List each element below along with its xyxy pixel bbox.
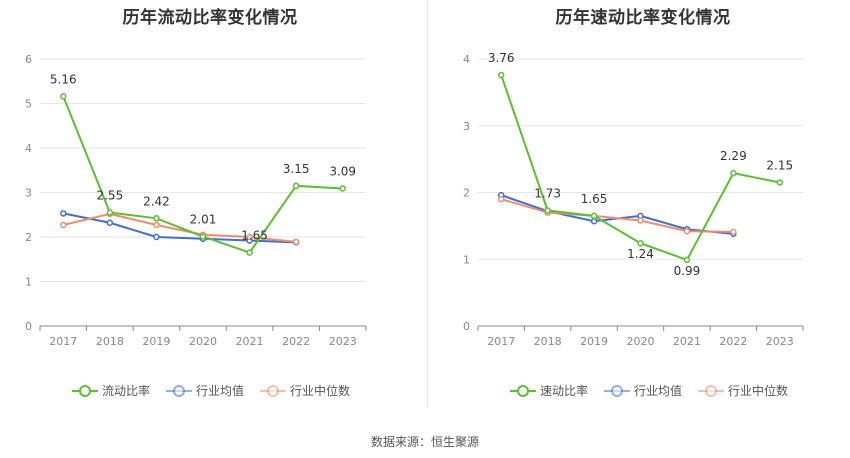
data-point xyxy=(339,185,346,192)
legend-quick-ratio: 速动比率 行业均值 行业中位数 xyxy=(510,382,804,399)
legend-marker-icon xyxy=(510,384,536,397)
data-point xyxy=(60,210,67,217)
x-tick-label: 2021 xyxy=(673,335,701,348)
data-point xyxy=(153,233,160,241)
data-label: 2.42 xyxy=(143,194,170,208)
y-tick-label: 5 xyxy=(25,98,32,111)
data-point xyxy=(153,215,160,222)
y-tick-label: 1 xyxy=(463,253,470,266)
data-point xyxy=(292,182,300,190)
data-point xyxy=(730,169,737,177)
chart-title-quick-ratio: 历年速动比率变化情况 xyxy=(555,8,731,28)
series-line xyxy=(500,74,780,262)
data-point xyxy=(637,239,644,247)
x-tick-label: 2023 xyxy=(329,335,357,348)
y-tick-label: 2 xyxy=(25,231,32,244)
series-line xyxy=(63,212,297,243)
x-tick-label: 2020 xyxy=(627,335,655,348)
x-tick-label: 2018 xyxy=(534,335,562,348)
current-ratio-chart: 0 1 2 3 4 5 6 2017 2018 2019 2020 2021 2022 2023 5.16 2… xyxy=(25,53,367,348)
y-tick-label: 0 xyxy=(25,320,32,333)
data-point xyxy=(544,207,551,214)
x-tick-label: 2022 xyxy=(282,335,310,348)
y-tick-label: 6 xyxy=(25,53,32,66)
legend-label: 速动比率 xyxy=(540,384,589,398)
data-point xyxy=(683,256,691,264)
x-tick-label: 2023 xyxy=(766,335,794,348)
y-tick-label: 3 xyxy=(463,120,470,133)
data-label: 2.15 xyxy=(766,158,793,172)
data-label: 2.55 xyxy=(96,189,123,203)
legend-marker-icon xyxy=(166,384,193,397)
data-point xyxy=(590,212,598,220)
data-label: 2.01 xyxy=(190,213,217,227)
data-point xyxy=(497,71,505,79)
legend-item[interactable]: 行业中位数 xyxy=(698,382,788,399)
legend-item[interactable]: 流动比率 xyxy=(72,382,150,399)
data-label: 1.73 xyxy=(534,187,561,201)
chart-title-current-ratio: 历年流动比率变化情况 xyxy=(122,8,298,28)
data-label: 2.29 xyxy=(720,149,747,163)
data-point xyxy=(590,217,598,225)
panel-divider xyxy=(427,0,428,408)
legend-item[interactable]: 速动比率 xyxy=(510,382,588,399)
data-label: 3.76 xyxy=(488,51,515,65)
data-label: 0.99 xyxy=(674,264,701,278)
x-tick-label: 2021 xyxy=(236,335,264,348)
y-tick-label: 4 xyxy=(25,142,32,155)
y-tick-label: 4 xyxy=(463,53,470,66)
data-source-note: 数据来源：恒生聚源 xyxy=(370,435,479,449)
data-point xyxy=(776,179,784,186)
data-label: 1.24 xyxy=(627,247,654,261)
legend-label: 行业中位数 xyxy=(728,384,789,398)
data-point xyxy=(730,228,737,236)
y-tick-label: 2 xyxy=(463,187,470,200)
data-point xyxy=(497,195,505,203)
legend-marker-icon xyxy=(604,384,631,397)
legend-item[interactable]: 行业中位数 xyxy=(260,382,350,399)
legend-label: 行业中位数 xyxy=(290,384,351,398)
legend-marker-icon xyxy=(260,384,287,397)
y-tick-label: 0 xyxy=(463,320,470,333)
data-label: 3.09 xyxy=(329,164,356,178)
legend-label: 行业均值 xyxy=(634,384,683,398)
legend-label: 行业均值 xyxy=(196,384,245,398)
y-tick-label: 3 xyxy=(25,187,32,200)
data-point xyxy=(153,221,160,229)
quick-ratio-chart: 0 1 2 3 4 2017 2018 2019 2020 2021 2022 2023 3.76 1.7… xyxy=(463,51,804,348)
data-point xyxy=(637,217,644,224)
data-point xyxy=(246,233,253,241)
data-label: 5.16 xyxy=(50,72,77,86)
data-point xyxy=(60,221,67,229)
y-tick-label: 1 xyxy=(25,276,32,289)
data-point xyxy=(60,93,67,100)
legend-label: 流动比率 xyxy=(102,384,151,398)
data-point xyxy=(106,219,114,227)
series-line xyxy=(500,194,734,235)
x-tick-label: 2018 xyxy=(96,335,124,348)
data-point xyxy=(199,233,207,240)
data-label: 1.65 xyxy=(241,229,268,243)
x-tick-label: 2019 xyxy=(142,335,170,348)
data-label: 3.15 xyxy=(283,162,310,176)
x-tick-label: 2017 xyxy=(49,335,77,348)
legend-item[interactable]: 行业均值 xyxy=(604,382,682,399)
x-tick-label: 2019 xyxy=(580,335,608,348)
legend-current-ratio: 流动比率 行业均值 行业中位数 xyxy=(72,382,366,399)
x-tick-label: 2020 xyxy=(189,335,217,348)
data-point xyxy=(683,227,691,235)
data-point xyxy=(246,249,253,256)
legend-marker-icon xyxy=(72,384,98,397)
legend-marker-icon xyxy=(698,384,725,397)
data-point xyxy=(292,238,300,246)
legend-item[interactable]: 行业均值 xyxy=(166,382,244,399)
x-tick-label: 2017 xyxy=(487,335,515,348)
data-label: 1.65 xyxy=(581,192,608,206)
x-tick-label: 2022 xyxy=(719,335,747,348)
data-point xyxy=(106,209,114,216)
series-line xyxy=(500,198,734,233)
